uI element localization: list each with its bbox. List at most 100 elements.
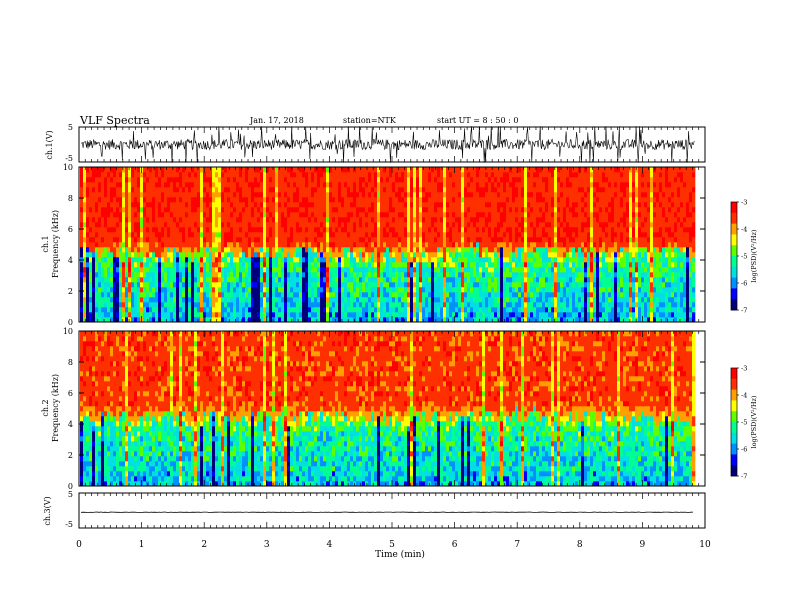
ch1-cell (257, 192, 260, 197)
ch1-cell (362, 277, 365, 282)
ch1-cell (365, 292, 368, 297)
ch1-cell (542, 282, 545, 287)
ch1-cell (365, 192, 368, 197)
ch1-cell (224, 192, 227, 197)
ch1-cell (254, 202, 257, 207)
ch1-cell (308, 202, 311, 207)
ch1-cell (83, 262, 86, 267)
ch1-cell (371, 277, 374, 282)
ch1-cell (92, 187, 95, 192)
ch1-cell (290, 222, 293, 227)
ch1-cell (152, 237, 155, 242)
ch1-cell (203, 167, 206, 172)
ch1-cell (494, 277, 497, 282)
ch1-cell (506, 312, 509, 317)
ch1-cell (503, 217, 506, 222)
ch1-cell (224, 217, 227, 222)
ch1-cell (464, 187, 467, 192)
ch1-cell (500, 292, 503, 297)
ch1-cell (110, 187, 113, 192)
ch1-cell (452, 222, 455, 227)
ch1-cell (254, 257, 257, 262)
ch1-cell (425, 182, 428, 187)
ch1-cell (404, 217, 407, 222)
ch1-cell (506, 177, 509, 182)
ch1-cell (464, 197, 467, 202)
ch1-cell (167, 187, 170, 192)
ch1-cell (158, 267, 161, 272)
ch1-cell (500, 202, 503, 207)
ch1-cell (236, 292, 239, 297)
ch1-cell (497, 187, 500, 192)
ch1-cell (542, 197, 545, 202)
ch1-cell (527, 237, 530, 242)
ch1-cell (188, 242, 191, 247)
ch1-cell (356, 227, 359, 232)
ch1-cell (449, 252, 452, 257)
ch1-cell (188, 207, 191, 212)
ch1-cell (257, 202, 260, 207)
ch1-cell (107, 172, 110, 177)
ch1-cell (449, 242, 452, 247)
ch1-cell (338, 282, 341, 287)
ch1-cell (416, 207, 419, 212)
ch1-cell (470, 282, 473, 287)
ch1-cell (314, 297, 317, 302)
ch1-cell (404, 307, 407, 312)
ch1-cell (536, 217, 539, 222)
ch1-cell (104, 237, 107, 242)
ch1-cell (155, 212, 158, 217)
ch1-cell (374, 287, 377, 292)
ch1-cell (221, 202, 224, 207)
ch1-cell (524, 187, 527, 192)
ch1-cell (386, 187, 389, 192)
ch1-cell (416, 217, 419, 222)
ch1-cell (227, 247, 230, 252)
ch1-cell (536, 252, 539, 257)
ch1-cell (86, 282, 89, 287)
ch1-cell (371, 217, 374, 222)
ch1-cell (422, 267, 425, 272)
ch1-cell (407, 237, 410, 242)
ch1-cell (461, 292, 464, 297)
ch1-cell (113, 267, 116, 272)
ch1-cell (296, 277, 299, 282)
ch1-cell (224, 197, 227, 202)
ch1-cell (278, 307, 281, 312)
ch1-cell (272, 312, 275, 317)
ch1-cell (542, 257, 545, 262)
ch1-cell (335, 197, 338, 202)
ch1-cell (164, 302, 167, 307)
ch1-cell (92, 302, 95, 307)
ch1-cell (410, 232, 413, 237)
ch1-cell (263, 242, 266, 247)
ch1-cell (296, 187, 299, 192)
ch1-cell (377, 202, 380, 207)
ch1-cell (446, 167, 449, 172)
ch1-cell (539, 222, 542, 227)
ch1-cell (356, 192, 359, 197)
ch1-cell (515, 217, 518, 222)
ch1-cell (482, 262, 485, 267)
ch1-cell (89, 197, 92, 202)
ch1-cell (476, 262, 479, 267)
ch1-cell (320, 267, 323, 272)
ch1-cell (458, 182, 461, 187)
ch1-cell (440, 292, 443, 297)
ch1-cell (362, 312, 365, 317)
ch1-cell (212, 197, 215, 202)
ch1-cell (104, 252, 107, 257)
ch1-cell (524, 192, 527, 197)
ch1-cell (440, 177, 443, 182)
ch1-cell (329, 182, 332, 187)
ch1-cell (224, 222, 227, 227)
ch1-cell (335, 227, 338, 232)
ch1-cell (215, 297, 218, 302)
ch1-cell (530, 257, 533, 262)
ch1-cell (104, 302, 107, 307)
ch1-cell (242, 312, 245, 317)
ch1-cell (161, 227, 164, 232)
ch1-cell (137, 202, 140, 207)
ch1-cell (113, 207, 116, 212)
ch1-cell (524, 217, 527, 222)
